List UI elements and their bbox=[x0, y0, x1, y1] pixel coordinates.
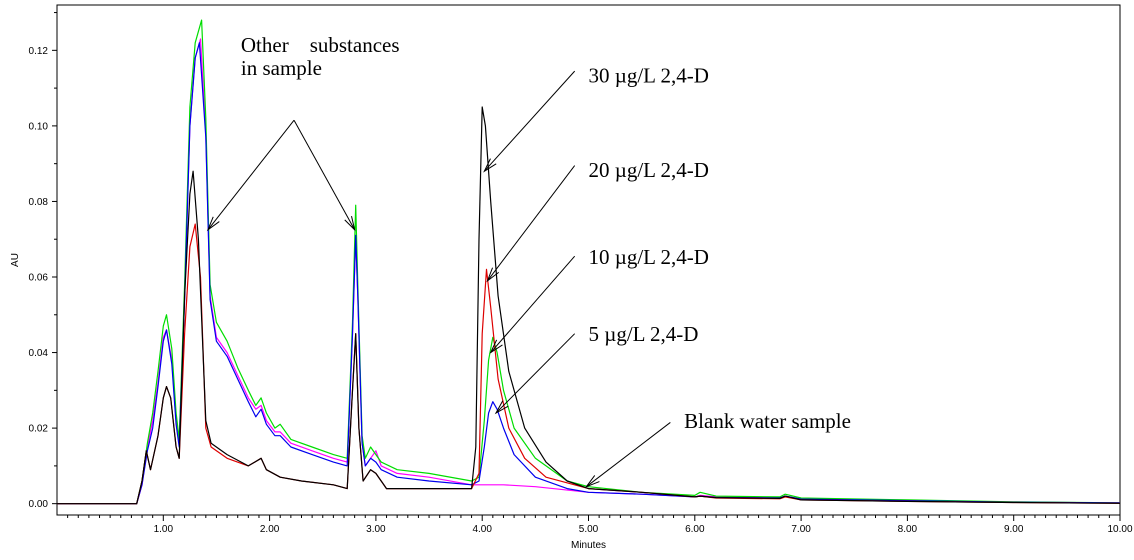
x-tick-label: 1.00 bbox=[154, 524, 174, 535]
annotation-arrow bbox=[586, 422, 671, 488]
annotation-arrow bbox=[495, 333, 576, 414]
arrowhead bbox=[483, 158, 497, 173]
arrowhead bbox=[584, 475, 600, 488]
y-tick-label: 0.00 bbox=[29, 499, 49, 510]
x-axis-title: Minutes bbox=[571, 540, 606, 551]
arrowhead bbox=[489, 339, 503, 354]
annotation-arrow bbox=[487, 165, 576, 282]
annotation-label: 10 µg/L 2,4-D bbox=[589, 245, 709, 269]
y-tick-label: 0.10 bbox=[29, 121, 49, 132]
annotation-arrow bbox=[207, 119, 295, 231]
x-tick-label: 5.00 bbox=[579, 524, 599, 535]
series-line-2 bbox=[57, 42, 1121, 505]
x-tick-label: 3.00 bbox=[366, 524, 386, 535]
y-tick-label: 0.02 bbox=[29, 424, 49, 435]
x-tick-label: 2.00 bbox=[260, 524, 280, 535]
y-axis-title: AU bbox=[10, 253, 21, 267]
arrowhead bbox=[494, 400, 509, 415]
arrowhead bbox=[344, 216, 356, 232]
annotation-label: in sample bbox=[241, 56, 322, 80]
x-tick-label: 8.00 bbox=[898, 524, 918, 535]
annotation-arrow bbox=[483, 70, 576, 172]
arrowhead bbox=[486, 267, 500, 283]
tick-marks bbox=[52, 12, 1121, 521]
y-tick-label: 0.12 bbox=[29, 46, 49, 57]
annotation-label: 5 µg/L 2,4-D bbox=[589, 322, 699, 346]
series-line-0 bbox=[57, 38, 1121, 505]
x-tick-label: 7.00 bbox=[791, 524, 811, 535]
x-tick-label: 10.00 bbox=[1107, 524, 1132, 535]
y-tick-label: 0.04 bbox=[29, 348, 49, 359]
y-tick-label: 0.08 bbox=[29, 197, 49, 208]
x-tick-label: 6.00 bbox=[685, 524, 705, 535]
x-tick-label: 9.00 bbox=[1004, 524, 1024, 535]
x-tick-label: 4.00 bbox=[472, 524, 492, 535]
tick-labels: 1.00 2.00 3.00 4.00 5.00 6.00 7.00 8.00 9.00 10.0… bbox=[29, 46, 1133, 535]
annotation-arrow bbox=[490, 255, 576, 353]
annotation-label: 30 µg/L 2,4-D bbox=[589, 63, 709, 87]
annotation-label: 20 µg/L 2,4-D bbox=[589, 158, 709, 182]
annotation-arrow bbox=[293, 119, 356, 231]
series-line-4 bbox=[57, 106, 1121, 505]
arrowhead bbox=[206, 216, 220, 232]
annotation-label: Other substances bbox=[241, 33, 400, 57]
annotation-label: Blank water sample bbox=[684, 409, 851, 433]
y-tick-label: 0.06 bbox=[29, 273, 49, 284]
series-lines bbox=[57, 19, 1121, 505]
